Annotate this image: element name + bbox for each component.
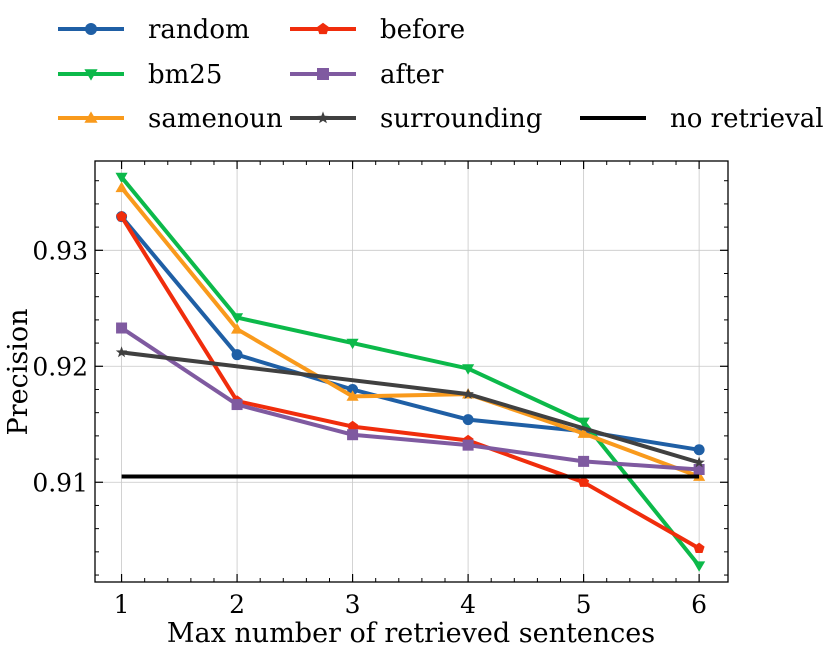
- x-tick-label-4: 4: [460, 590, 476, 619]
- data-point-after-3: [347, 429, 359, 441]
- data-point-random-6: [693, 444, 705, 456]
- legend-entry-surrounding: surrounding: [290, 104, 542, 134]
- plot-frame: [94, 160, 729, 583]
- legend-label-samenoun: samenoun: [148, 104, 283, 134]
- legend-label-bm25: bm25: [148, 60, 222, 90]
- legend-marker-after: [317, 68, 329, 80]
- legend-marker-random: [85, 23, 97, 35]
- x-tick-label-6: 6: [691, 590, 707, 619]
- series-after: [116, 322, 705, 476]
- legend-entry-samenoun: samenoun: [58, 104, 283, 134]
- legend-label-no-retrieval: no retrieval: [670, 104, 824, 134]
- data-point-bm25-6: [693, 561, 706, 572]
- series-line-before: [119, 215, 701, 551]
- data-point-samenoun-1: [115, 181, 128, 193]
- data-point-samenoun-5: [577, 427, 590, 438]
- data-point-bm25-2: [231, 313, 244, 324]
- y-axis-label: Precision: [3, 309, 34, 436]
- data-point-after-5: [578, 455, 590, 467]
- axis-ticks: 1 2 3 4 5 6 0.91 0.92 0.93: [32, 161, 728, 619]
- data-point-surrounding-4: [462, 388, 474, 399]
- x-tick-label-2: 2: [229, 590, 245, 619]
- legend-label-random: random: [148, 15, 250, 45]
- series-random: [116, 211, 705, 456]
- legend: random bm25 samenoun before after surrounding…: [58, 15, 824, 134]
- x-tick-label-3: 3: [345, 590, 361, 619]
- y-tick-label-0.92: 0.92: [32, 352, 88, 381]
- series-layer: [115, 172, 706, 572]
- legend-marker-before: [317, 22, 329, 35]
- legend-marker-surrounding: [316, 111, 330, 124]
- x-axis-label: Max number of retrieved sentences: [167, 618, 655, 649]
- legend-label-after: after: [380, 60, 444, 90]
- data-point-bm25-4: [462, 364, 475, 375]
- data-point-bm25-5: [577, 417, 590, 428]
- legend-label-surrounding: surrounding: [380, 104, 542, 134]
- data-point-before-6: [693, 542, 705, 553]
- data-point-surrounding-6: [693, 456, 705, 468]
- data-point-samenoun-3: [346, 390, 359, 401]
- series-surrounding: [115, 346, 705, 468]
- legend-entry-after: after: [290, 60, 444, 90]
- data-point-random-2: [231, 349, 243, 361]
- data-point-after-2: [231, 399, 243, 411]
- data-point-random-4: [462, 414, 474, 426]
- data-point-samenoun-2: [231, 323, 244, 334]
- legend-entry-before: before: [290, 15, 465, 45]
- data-point-before-5: [578, 476, 590, 487]
- data-point-after-6: [693, 464, 705, 476]
- x-tick-label-1: 1: [114, 590, 130, 619]
- x-tick-label-5: 5: [576, 590, 592, 619]
- data-point-bm25-1: [115, 172, 128, 184]
- series-line-after: [120, 326, 700, 472]
- legend-marker-samenoun: [84, 111, 98, 123]
- series-line-bm25: [120, 175, 701, 568]
- data-point-after-4: [462, 439, 474, 451]
- series-line-random: [120, 215, 700, 452]
- data-point-surrounding-1: [115, 346, 128, 358]
- data-point-after-1: [116, 322, 128, 334]
- y-tick-label-0.91: 0.91: [32, 468, 88, 497]
- data-point-random-3: [347, 383, 359, 395]
- legend-label-before: before: [380, 15, 465, 45]
- y-tick-label-0.93: 0.93: [32, 236, 88, 265]
- series-bm25: [115, 172, 706, 572]
- series-samenoun: [115, 181, 706, 481]
- series-line-samenoun: [120, 186, 700, 479]
- legend-entry-no-retrieval: no retrieval: [580, 104, 824, 134]
- legend-entry-bm25: bm25: [58, 60, 222, 90]
- data-point-bm25-3: [346, 338, 359, 350]
- data-point-before-3: [347, 420, 359, 432]
- legend-entry-random: random: [58, 15, 250, 45]
- data-point-before-1: [116, 210, 128, 222]
- legend-marker-bm25: [84, 69, 98, 81]
